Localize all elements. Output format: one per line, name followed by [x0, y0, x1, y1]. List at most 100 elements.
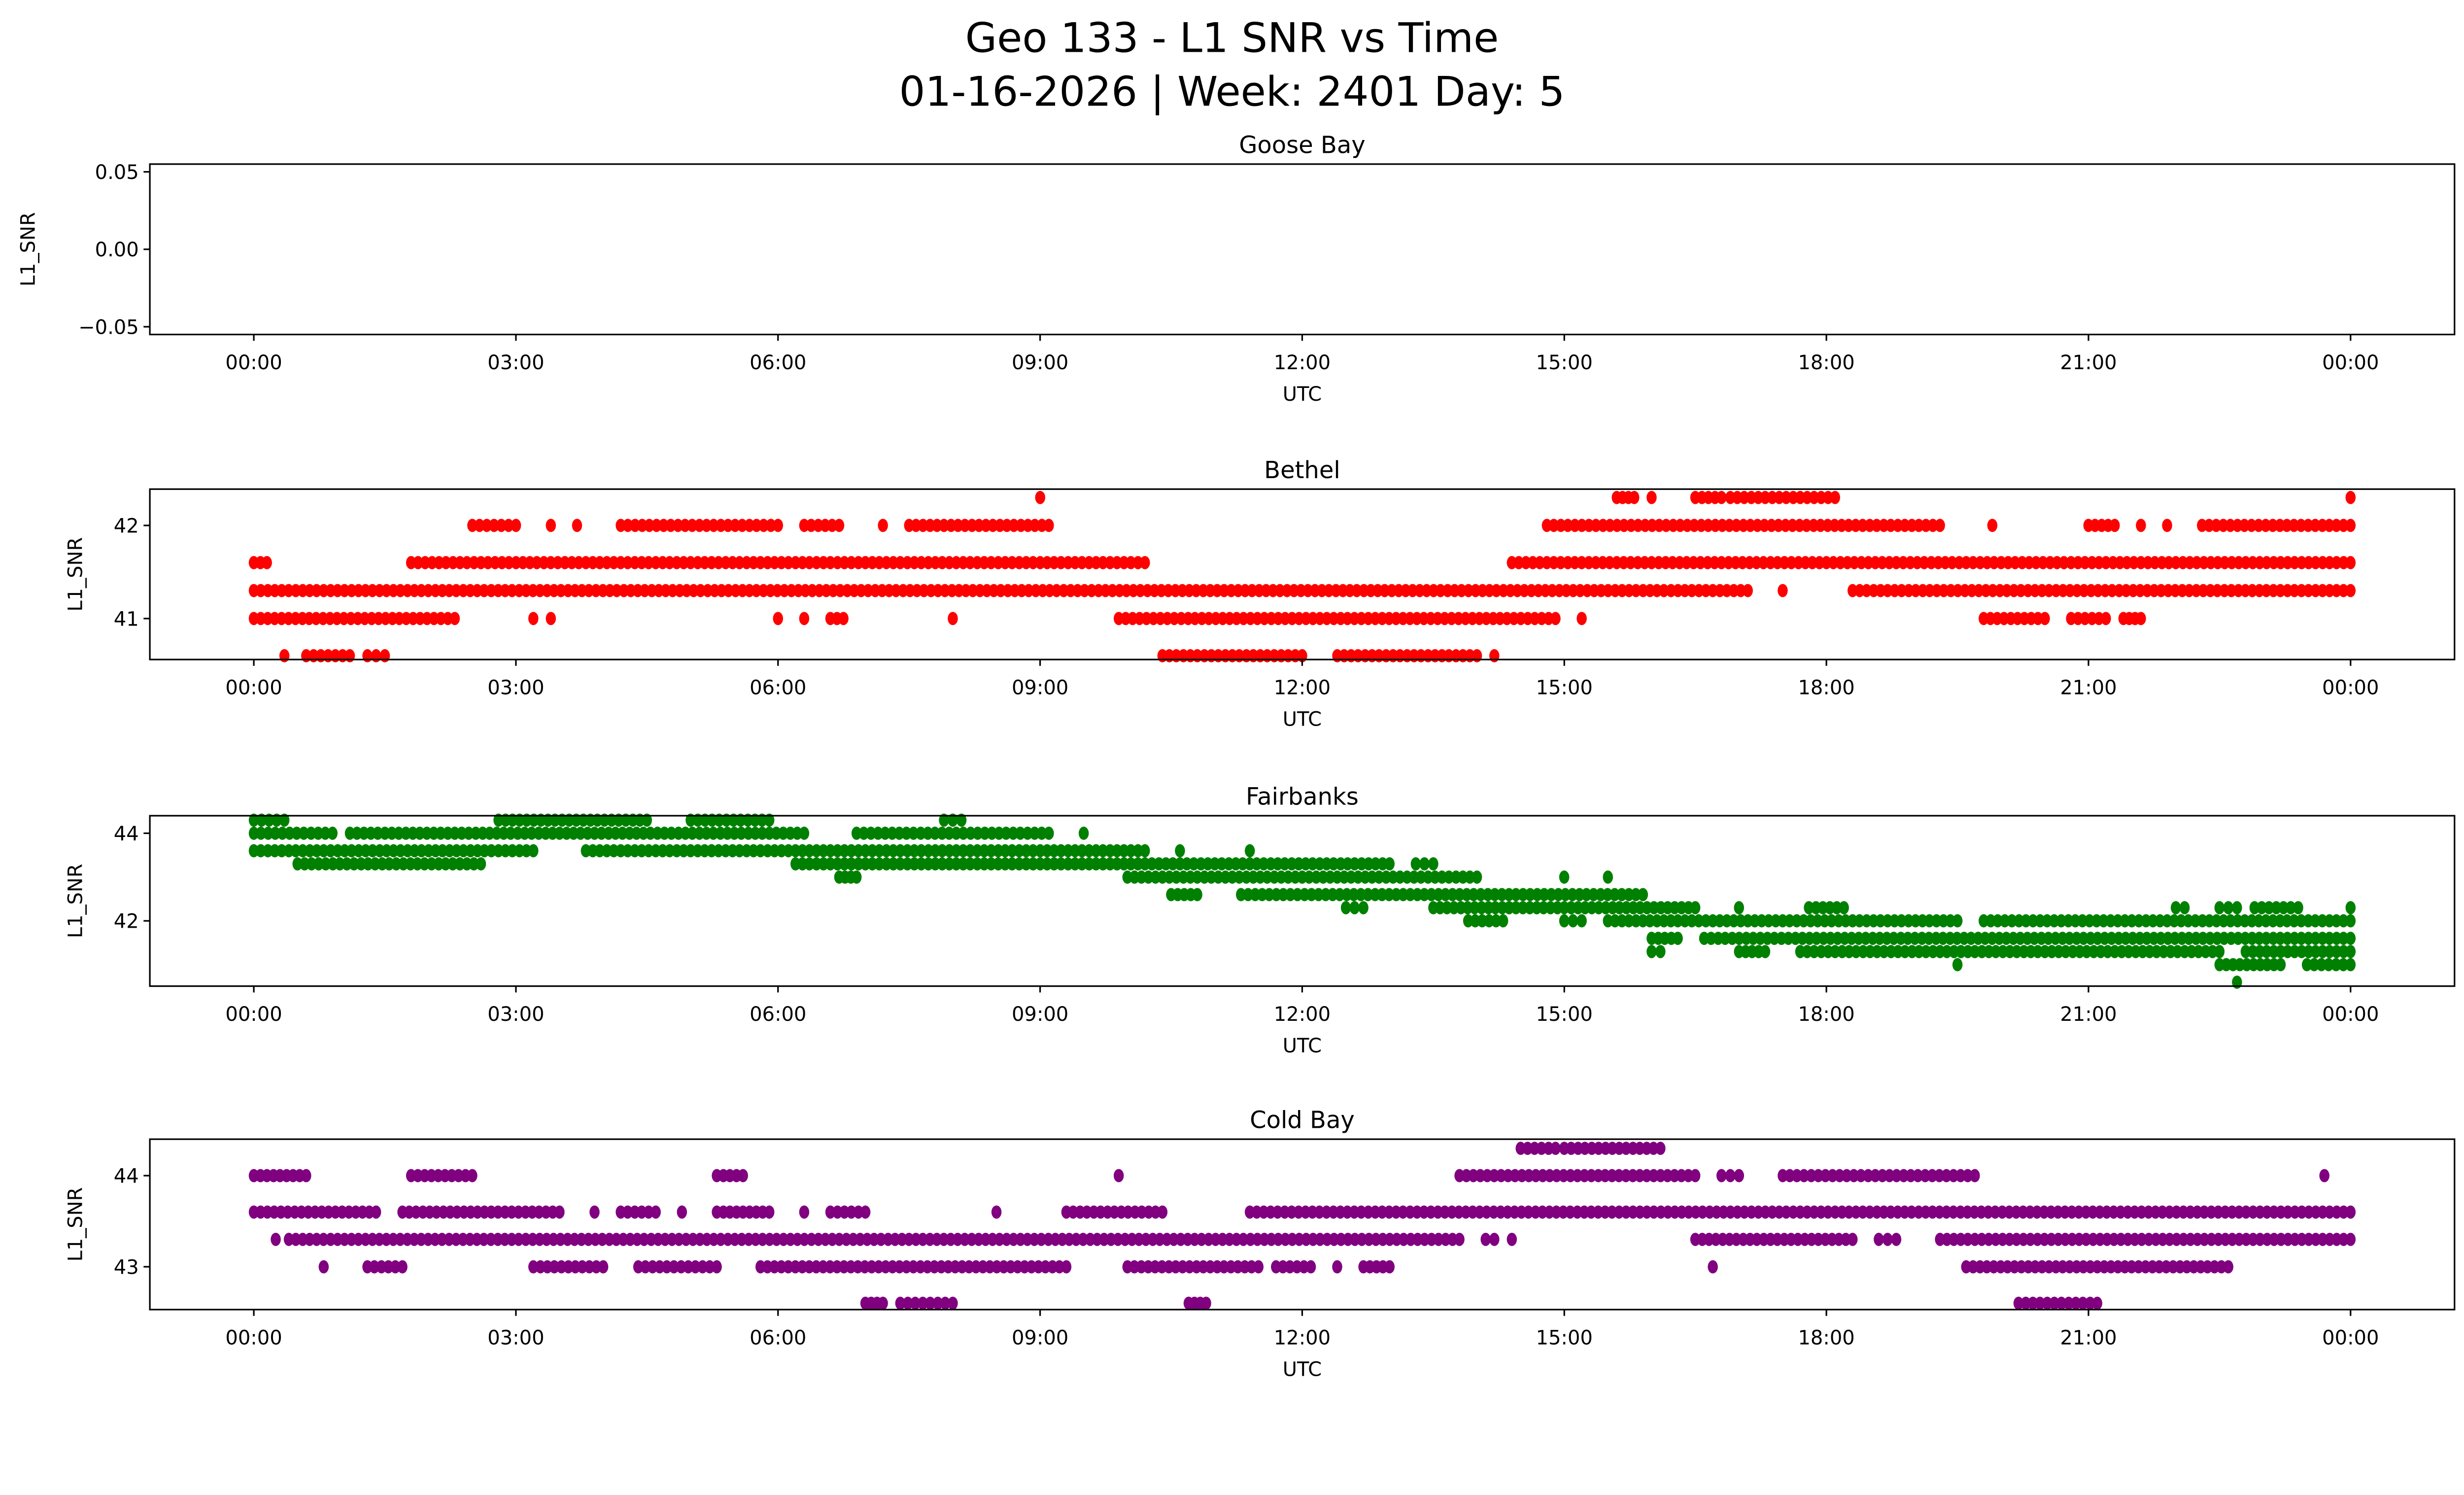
data-point — [636, 556, 647, 569]
data-point — [2310, 1205, 2321, 1219]
data-point — [1522, 612, 1533, 626]
data-point — [979, 844, 990, 858]
data-point — [2151, 945, 2162, 958]
data-point — [2098, 914, 2109, 928]
data-point — [755, 844, 766, 858]
data-point — [1021, 844, 1031, 858]
data-point — [1935, 945, 1945, 958]
data-point — [1919, 556, 1929, 569]
data-point — [2232, 901, 2242, 914]
data-point — [1666, 914, 1676, 928]
data-point — [2070, 914, 2081, 928]
data-point — [657, 844, 668, 858]
data-point — [582, 827, 593, 840]
data-point — [1512, 584, 1523, 597]
data-point — [1864, 519, 1875, 532]
data-point — [1252, 857, 1262, 871]
data-point — [722, 827, 733, 840]
data-point — [2223, 901, 2234, 914]
data-point — [514, 584, 524, 597]
data-point — [454, 857, 465, 871]
data-point — [993, 827, 1004, 840]
data-point — [818, 556, 829, 569]
data-point — [825, 1260, 835, 1274]
data-point — [2009, 584, 2019, 597]
data-point — [832, 556, 843, 569]
data-point — [813, 519, 823, 532]
data-point — [1749, 914, 1760, 928]
data-point — [2156, 556, 2167, 569]
data-point — [2086, 932, 2096, 945]
data-point — [2345, 901, 2356, 914]
data-point — [1718, 1205, 1729, 1219]
data-point — [2004, 1232, 2015, 1246]
data-point — [1132, 844, 1143, 858]
data-point — [395, 844, 406, 858]
data-point — [2247, 914, 2257, 928]
data-point — [2066, 612, 2076, 626]
data-point — [909, 857, 920, 871]
data-point — [2345, 584, 2356, 597]
data-point — [2070, 1296, 2081, 1310]
data-point — [1210, 612, 1221, 626]
data-point — [430, 584, 441, 597]
data-point — [741, 844, 752, 858]
data-point — [283, 612, 294, 626]
data-point — [1247, 584, 1257, 597]
data-point — [881, 556, 891, 569]
data-point — [799, 612, 810, 626]
data-point — [484, 827, 495, 840]
data-point — [1624, 888, 1634, 902]
data-point — [1710, 519, 1721, 532]
data-point — [786, 584, 797, 597]
data-point — [751, 519, 762, 532]
y-tick-label: 0.05 — [95, 161, 139, 184]
data-point — [2227, 1205, 2237, 1219]
data-point — [702, 1232, 712, 1246]
data-point — [1042, 857, 1053, 871]
data-point — [1725, 1169, 1736, 1182]
data-point — [1136, 870, 1147, 884]
data-point — [1363, 612, 1373, 626]
data-point — [1162, 612, 1172, 626]
data-point — [1673, 584, 1683, 597]
data-point — [1896, 584, 1907, 597]
data-point — [552, 556, 563, 569]
data-point — [842, 584, 853, 597]
data-point — [923, 556, 934, 569]
data-point — [471, 827, 481, 840]
data-point — [1351, 584, 1362, 597]
data-point — [311, 1232, 322, 1246]
data-point — [325, 844, 336, 858]
data-point — [2170, 584, 2181, 597]
data-point — [2189, 1260, 2199, 1274]
data-point — [1458, 870, 1468, 884]
data-point — [1524, 1169, 1534, 1182]
chart-subtitle: 01-16-2026 | Week: 2401 Day: 5 — [899, 68, 1565, 115]
data-point — [1217, 1232, 1228, 1246]
data-point — [675, 584, 685, 597]
data-point — [2032, 945, 2043, 958]
data-point — [1510, 888, 1521, 902]
data-point — [1322, 1232, 1333, 1246]
data-point — [1795, 490, 1806, 504]
data-point — [248, 844, 259, 858]
data-point — [944, 827, 955, 840]
data-point — [352, 612, 363, 626]
data-point — [1078, 827, 1089, 840]
data-point — [381, 1232, 392, 1246]
data-point — [1574, 888, 1585, 902]
data-point — [2136, 556, 2146, 569]
data-point — [1963, 945, 1973, 958]
data-point — [1559, 870, 1570, 884]
data-point — [1899, 519, 1910, 532]
data-point — [1149, 584, 1160, 597]
data-point — [1899, 1205, 1910, 1219]
data-point — [1446, 612, 1457, 626]
data-point — [344, 827, 355, 840]
data-point — [412, 857, 423, 871]
data-point — [1426, 888, 1437, 902]
data-point — [1379, 584, 1390, 597]
data-point — [1746, 1205, 1757, 1219]
data-point — [528, 813, 539, 827]
